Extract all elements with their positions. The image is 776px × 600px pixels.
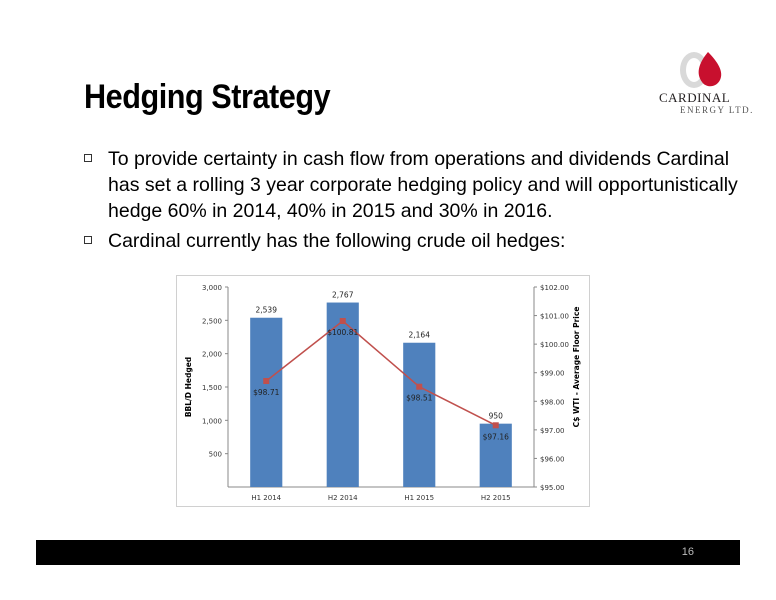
checkbox-bullet-icon	[84, 236, 92, 244]
hedges-chart-svg: 3,000 2,500 2,000 1,500 1,000 500 $102.00 $101.…	[184, 284, 581, 502]
x-tick-label: H2 2015	[481, 494, 511, 502]
logo-subtitle: ENERGY LTD.	[680, 105, 754, 115]
footer-bar: 16	[36, 540, 740, 565]
y2-axis-title: C$ WTI - Average Floor Price	[572, 307, 581, 428]
bullet-item: Cardinal currently has the following cru…	[84, 228, 744, 254]
y-tick-label: 1,500	[202, 384, 222, 392]
logo-name: CARDINAL	[659, 90, 731, 105]
bar	[326, 302, 359, 487]
price-data-label: $98.71	[253, 388, 279, 397]
y2-tick-label: $99.00	[540, 370, 565, 378]
bullet-list: To provide certainty in cash flow from o…	[84, 146, 744, 258]
price-data-label: $98.51	[406, 394, 432, 403]
y2-tick-label: $97.00	[540, 427, 565, 435]
y2-tick-label: $95.00	[540, 484, 565, 492]
price-data-label: $97.16	[483, 432, 509, 441]
x-tick-label: H1 2014	[251, 494, 281, 502]
bullet-text: Cardinal currently has the following cru…	[108, 230, 566, 252]
price-point	[263, 378, 270, 384]
checkbox-bullet-icon	[84, 154, 92, 162]
cardinal-logo-icon	[680, 52, 722, 88]
price-point	[416, 383, 423, 390]
page-number: 16	[681, 546, 694, 558]
bar	[479, 423, 512, 487]
bullet-item: To provide certainty in cash flow from o…	[84, 146, 744, 224]
y-tick-label: 2,000	[202, 351, 222, 359]
x-tick-label: H2 2014	[328, 494, 358, 502]
bar-data-label: 2,539	[256, 306, 278, 315]
y2-tick-label: $100.00	[540, 341, 569, 349]
x-tick-label: H1 2015	[404, 494, 434, 502]
y-tick-label: 3,000	[202, 284, 222, 292]
price-data-label: $100.81	[327, 328, 358, 337]
hedges-chart: 3,000 2,500 2,000 1,500 1,000 500 $102.00 $101.…	[176, 275, 590, 507]
price-series-line	[265, 320, 497, 426]
page-title: Hedging Strategy	[84, 78, 331, 116]
y-tick-label: 2,500	[202, 317, 222, 325]
bullet-text: To provide certainty in cash flow from o…	[108, 148, 738, 222]
bar	[250, 317, 283, 487]
price-point	[492, 422, 499, 429]
y2-tick-label: $101.00	[540, 313, 569, 321]
price-point	[339, 318, 346, 324]
y-tick-label: 500	[209, 451, 222, 459]
bar-data-label: 2,164	[409, 331, 431, 340]
y2-tick-label: $98.00	[540, 398, 565, 406]
y2-tick-label: $102.00	[540, 284, 569, 292]
bar-data-label: 2,767	[332, 291, 354, 300]
y-tick-label: 1,000	[202, 417, 222, 425]
y2-tick-label: $96.00	[540, 455, 565, 463]
y-axis-title: BBL/D Hedged	[184, 357, 193, 417]
bar-data-label: 950	[489, 412, 504, 421]
bar	[403, 342, 436, 487]
